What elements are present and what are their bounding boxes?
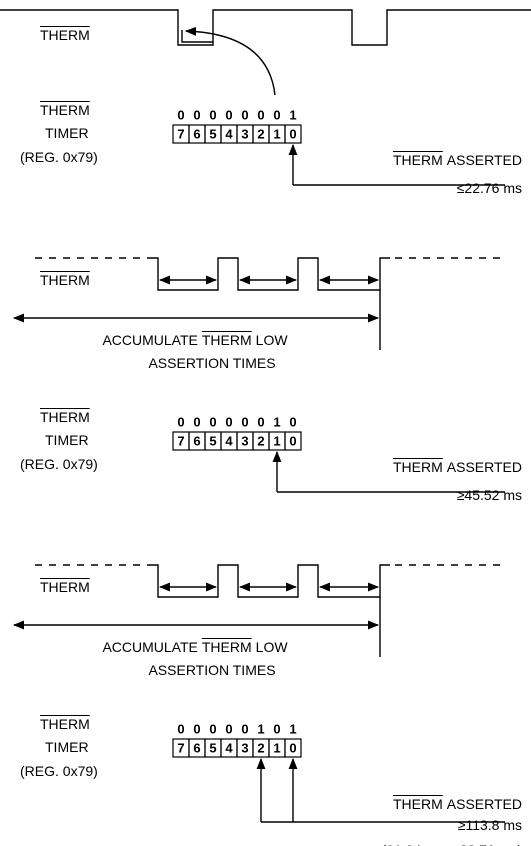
bit-index: 4 xyxy=(225,740,233,756)
caption-part: THERM xyxy=(201,639,252,655)
bit-index: 0 xyxy=(289,126,297,142)
register-line2: TIMER xyxy=(45,739,89,755)
asserted-text: ASSERTED xyxy=(446,459,522,475)
bit-value: 0 xyxy=(177,721,185,737)
bit-index: 5 xyxy=(209,740,217,756)
bit-value: 0 xyxy=(241,414,249,430)
waveform xyxy=(152,257,390,291)
bit-value: 0 xyxy=(225,721,233,737)
bit-index: 1 xyxy=(273,126,281,142)
caption-part: ACCUMULATE xyxy=(102,639,198,655)
caption-part: LOW xyxy=(255,639,288,655)
bit-value: 1 xyxy=(273,414,281,430)
bit-value: 0 xyxy=(225,107,233,123)
bit-value: 0 xyxy=(193,721,201,737)
bit-index: 3 xyxy=(241,433,249,449)
bit-index: 6 xyxy=(193,126,201,142)
bit-index: 0 xyxy=(289,740,297,756)
asserted-text: ASSERTED xyxy=(446,152,522,168)
bit-index: 2 xyxy=(257,433,265,449)
bit-index: 4 xyxy=(225,126,233,142)
bit-value: 1 xyxy=(257,721,265,737)
bit-index: 3 xyxy=(241,740,249,756)
assert-time: ≤22.76 ms xyxy=(456,180,522,196)
bit-index: 4 xyxy=(225,433,233,449)
bit-value: 0 xyxy=(289,414,297,430)
asserted-signal: THERM xyxy=(393,796,443,812)
bit-index: 7 xyxy=(177,740,185,756)
asserted-label: THERM ASSERTED xyxy=(393,153,522,167)
bit-value: 0 xyxy=(177,414,185,430)
bit-index: 0 xyxy=(289,433,297,449)
register-line3: (REG. 0x79) xyxy=(20,149,98,165)
bit-index: 2 xyxy=(257,126,265,142)
caption-part: LOW xyxy=(255,332,288,348)
bit-index: 2 xyxy=(257,740,265,756)
signal xyxy=(0,9,531,46)
bit-value: 0 xyxy=(209,107,217,123)
signal-label: THERM xyxy=(40,27,90,43)
bit-value: 1 xyxy=(289,107,297,123)
bit-value: 0 xyxy=(177,107,185,123)
register-line3: (REG. 0x79) xyxy=(20,456,98,472)
register-name: THERM xyxy=(40,102,90,118)
caption-part: ACCUMULATE xyxy=(102,332,198,348)
register-line2: TIMER xyxy=(45,125,89,141)
bit-cell xyxy=(284,124,302,144)
register-name: THERM xyxy=(40,716,90,732)
bit-index: 7 xyxy=(177,433,185,449)
bit-index: 6 xyxy=(193,740,201,756)
waveform xyxy=(152,564,390,598)
bit-value: 0 xyxy=(225,414,233,430)
bit-value: 0 xyxy=(273,721,281,737)
curve-arrow xyxy=(184,26,276,96)
asserted-label: THERM ASSERTED xyxy=(393,797,522,811)
waveform-label: THERM xyxy=(40,272,90,288)
asserted-text: ASSERTED xyxy=(446,796,522,812)
caption-line2: ASSERTION TIMES xyxy=(148,355,276,371)
bit-value: 0 xyxy=(193,107,201,123)
bit-value: 1 xyxy=(289,721,297,737)
caption-line2: ASSERTION TIMES xyxy=(148,662,276,678)
bit-index: 5 xyxy=(209,433,217,449)
bit-cell xyxy=(284,738,302,758)
inner-pulse xyxy=(181,30,213,43)
assert-time: ≥113.8 ms xyxy=(457,817,522,833)
bit-index: 5 xyxy=(209,126,217,142)
register-name: THERM xyxy=(40,409,90,425)
bit-index: 7 xyxy=(177,126,185,142)
bit-value: 0 xyxy=(193,414,201,430)
bit-value: 0 xyxy=(209,414,217,430)
bit-value: 0 xyxy=(209,721,217,737)
caption: ACCUMULATE THERM LOW xyxy=(102,333,287,347)
bit-index: 1 xyxy=(273,740,281,756)
bit-value: 0 xyxy=(273,107,281,123)
asserted-signal: THERM xyxy=(393,459,443,475)
bit-value: 0 xyxy=(241,107,249,123)
caption-part: THERM xyxy=(201,332,252,348)
bit-cell xyxy=(284,431,302,451)
asserted-label: THERM ASSERTED xyxy=(393,460,522,474)
caption: ACCUMULATE THERM LOW xyxy=(102,640,287,654)
assert-note: (91.04 ms + 22.76 ms) xyxy=(382,843,522,846)
assert-time: ≥45.52 ms xyxy=(456,487,522,503)
bit-value: 0 xyxy=(257,107,265,123)
register-line3: (REG. 0x79) xyxy=(20,763,98,779)
bit-index: 1 xyxy=(273,433,281,449)
bit-value: 0 xyxy=(257,414,265,430)
register-line2: TIMER xyxy=(45,432,89,448)
bit-index: 6 xyxy=(193,433,201,449)
waveform-label: THERM xyxy=(40,579,90,595)
bit-value: 0 xyxy=(241,721,249,737)
asserted-signal: THERM xyxy=(393,152,443,168)
bit-index: 3 xyxy=(241,126,249,142)
